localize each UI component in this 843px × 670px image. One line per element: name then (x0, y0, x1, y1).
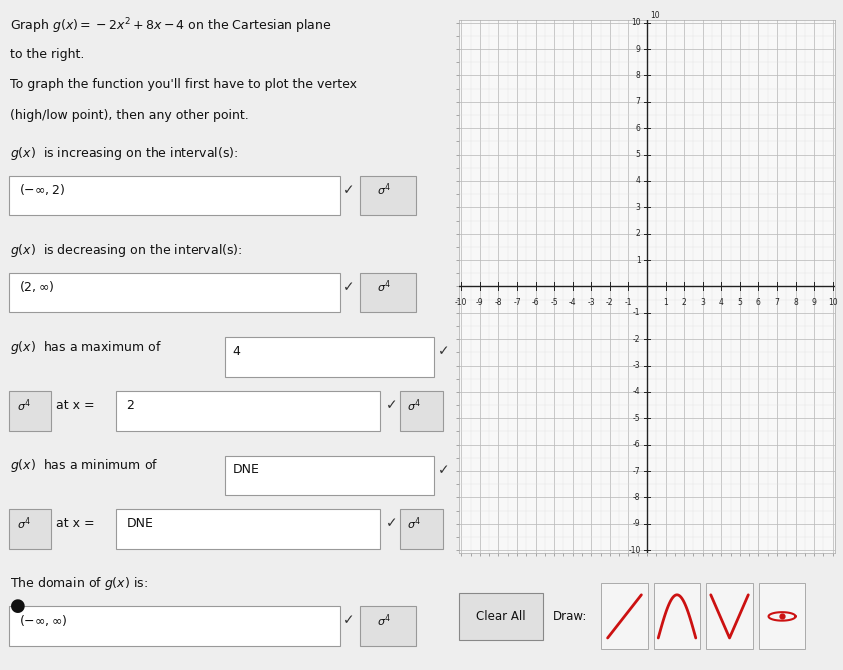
Text: 7: 7 (636, 97, 641, 107)
Text: 4: 4 (719, 298, 724, 308)
FancyBboxPatch shape (601, 584, 647, 649)
Text: $\sigma^4$: $\sigma^4$ (377, 279, 391, 295)
Text: 1: 1 (663, 298, 668, 308)
Text: 9: 9 (636, 45, 641, 54)
Text: $g(x)$  has a minimum of: $g(x)$ has a minimum of (10, 457, 158, 474)
Text: ✓: ✓ (343, 614, 354, 628)
FancyBboxPatch shape (706, 584, 753, 649)
Text: 6: 6 (756, 298, 761, 308)
Text: 8: 8 (636, 71, 641, 80)
Text: 6: 6 (636, 124, 641, 133)
Text: DNE: DNE (233, 464, 259, 476)
Text: at x =: at x = (56, 399, 95, 412)
Text: 3: 3 (701, 298, 705, 308)
FancyBboxPatch shape (9, 606, 340, 646)
Text: -4: -4 (633, 387, 641, 397)
Text: -9: -9 (476, 298, 484, 308)
Text: 5: 5 (636, 150, 641, 159)
Text: ✓: ✓ (386, 398, 398, 412)
Text: 10: 10 (631, 18, 641, 27)
Text: Draw:: Draw: (553, 610, 588, 623)
FancyBboxPatch shape (116, 391, 379, 431)
Text: $\sigma^4$: $\sigma^4$ (407, 397, 421, 413)
FancyBboxPatch shape (400, 391, 443, 431)
Text: -8: -8 (633, 493, 641, 502)
Text: $g(x)$  is increasing on the interval(s):: $g(x)$ is increasing on the interval(s): (10, 145, 239, 161)
FancyBboxPatch shape (9, 509, 51, 549)
Text: -1: -1 (625, 298, 632, 308)
Text: $\sigma^4$: $\sigma^4$ (377, 182, 391, 198)
Text: Clear All: Clear All (476, 610, 525, 623)
Text: 5: 5 (738, 298, 743, 308)
FancyBboxPatch shape (9, 391, 51, 431)
Text: $\sigma^4$: $\sigma^4$ (17, 515, 31, 532)
FancyBboxPatch shape (360, 273, 416, 312)
FancyBboxPatch shape (400, 509, 443, 549)
Text: 4: 4 (233, 345, 240, 358)
Text: -5: -5 (550, 298, 558, 308)
Text: 4: 4 (636, 176, 641, 186)
Text: ✓: ✓ (343, 183, 354, 197)
FancyBboxPatch shape (9, 176, 340, 215)
Text: ●: ● (10, 598, 25, 615)
Text: -3: -3 (633, 361, 641, 370)
Text: (high/low point), then any other point.: (high/low point), then any other point. (10, 109, 249, 122)
FancyBboxPatch shape (360, 606, 416, 646)
Text: 2: 2 (682, 298, 686, 308)
FancyBboxPatch shape (654, 584, 701, 649)
Text: $(2,\infty)$: $(2,\infty)$ (19, 279, 55, 294)
FancyBboxPatch shape (9, 273, 340, 312)
Text: The domain of $g(x)$ is:: The domain of $g(x)$ is: (10, 576, 148, 592)
Text: $\sigma^4$: $\sigma^4$ (407, 515, 421, 532)
Text: -2: -2 (606, 298, 614, 308)
Text: 10: 10 (650, 11, 659, 20)
Text: 8: 8 (793, 298, 798, 308)
Text: 1: 1 (636, 255, 641, 265)
Text: $g(x)$  is decreasing on the interval(s):: $g(x)$ is decreasing on the interval(s): (10, 242, 243, 259)
Text: -6: -6 (532, 298, 540, 308)
Text: -7: -7 (633, 466, 641, 476)
FancyBboxPatch shape (224, 337, 434, 377)
Text: -5: -5 (633, 414, 641, 423)
Text: $\sigma^4$: $\sigma^4$ (377, 612, 391, 629)
Text: -7: -7 (513, 298, 521, 308)
Text: 2: 2 (126, 399, 134, 412)
Text: -6: -6 (633, 440, 641, 449)
Text: Graph $g(x) = -2x^2 + 8x - 4$ on the Cartesian plane: Graph $g(x) = -2x^2 + 8x - 4$ on the Car… (10, 17, 331, 36)
Text: -3: -3 (588, 298, 595, 308)
Text: ✓: ✓ (343, 280, 354, 294)
Text: ✓: ✓ (386, 517, 398, 531)
Text: -10: -10 (455, 298, 468, 308)
Text: -8: -8 (495, 298, 502, 308)
Text: 10: 10 (828, 298, 838, 308)
Text: -10: -10 (628, 545, 641, 555)
Text: -1: -1 (633, 308, 641, 318)
Text: to the right.: to the right. (10, 48, 84, 60)
Text: ✓: ✓ (438, 344, 449, 358)
Text: To graph the function you'll first have to plot the vertex: To graph the function you'll first have … (10, 78, 357, 91)
FancyBboxPatch shape (459, 593, 543, 640)
Text: ✓: ✓ (438, 463, 449, 477)
FancyBboxPatch shape (759, 584, 805, 649)
Text: DNE: DNE (126, 517, 153, 530)
Text: -4: -4 (569, 298, 577, 308)
Text: 9: 9 (812, 298, 817, 308)
Text: 7: 7 (775, 298, 780, 308)
FancyBboxPatch shape (360, 176, 416, 215)
Text: $(-\infty,\infty)$: $(-\infty,\infty)$ (19, 613, 67, 628)
Text: $\sigma^4$: $\sigma^4$ (17, 397, 31, 413)
Text: $(-\infty,2)$: $(-\infty,2)$ (19, 182, 65, 198)
FancyBboxPatch shape (224, 456, 434, 495)
Text: 2: 2 (636, 229, 641, 239)
Text: -9: -9 (633, 519, 641, 528)
Text: 3: 3 (636, 203, 641, 212)
Text: $g(x)$  has a maximum of: $g(x)$ has a maximum of (10, 338, 162, 356)
FancyBboxPatch shape (116, 509, 379, 549)
Text: -2: -2 (633, 334, 641, 344)
Text: at x =: at x = (56, 517, 95, 530)
